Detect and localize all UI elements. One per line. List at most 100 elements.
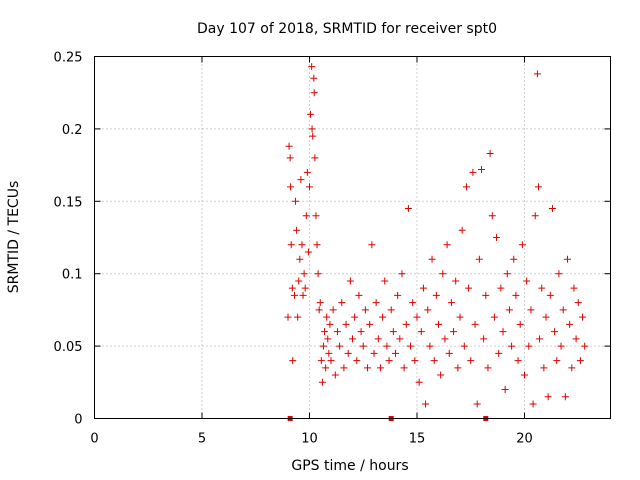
data-point xyxy=(523,277,531,285)
data-point xyxy=(437,371,445,379)
data-point xyxy=(525,342,533,350)
data-point xyxy=(387,306,395,314)
data-point xyxy=(462,183,470,191)
data-point xyxy=(533,70,541,78)
data-point xyxy=(505,306,513,314)
data-point xyxy=(475,255,483,263)
data-points xyxy=(284,63,589,421)
data-point xyxy=(570,284,578,292)
data-point xyxy=(288,284,296,292)
data-point xyxy=(301,284,309,292)
data-point xyxy=(308,125,316,133)
data-point xyxy=(357,328,365,336)
data-point xyxy=(319,342,327,350)
data-point xyxy=(293,226,301,234)
data-point xyxy=(430,357,438,365)
x-axis-title: GPS time / hours xyxy=(291,458,408,474)
data-point xyxy=(484,364,492,372)
data-point xyxy=(292,197,300,205)
data-point xyxy=(527,306,535,314)
data-point xyxy=(559,306,567,314)
data-point xyxy=(299,291,307,299)
data-point xyxy=(518,241,526,249)
data-point xyxy=(407,342,415,350)
data-point xyxy=(493,234,501,241)
data-point xyxy=(510,255,518,263)
data-point xyxy=(312,212,320,220)
data-point xyxy=(295,277,303,285)
data-point xyxy=(324,335,332,343)
data-point xyxy=(331,371,339,379)
data-point xyxy=(458,226,466,234)
data-point xyxy=(561,393,569,401)
data-point xyxy=(473,400,481,408)
data-point xyxy=(323,313,331,321)
data-point xyxy=(309,132,317,140)
data-point xyxy=(318,378,326,386)
data-point xyxy=(417,328,425,336)
data-point xyxy=(521,371,528,379)
data-point xyxy=(540,364,548,372)
data-point xyxy=(379,313,387,321)
plot-frame xyxy=(94,56,611,419)
data-point xyxy=(287,241,295,249)
data-point xyxy=(317,357,325,365)
data-point xyxy=(321,328,329,336)
data-point xyxy=(555,270,563,278)
data-point xyxy=(469,168,477,176)
data-point xyxy=(419,284,427,292)
data-point xyxy=(422,400,430,408)
data-point xyxy=(424,306,432,314)
data-point xyxy=(514,357,522,365)
x-tick-label: 15 xyxy=(409,432,426,447)
data-point xyxy=(385,357,393,365)
data-point xyxy=(499,328,507,336)
data-point xyxy=(452,277,460,285)
data-point xyxy=(490,313,498,321)
data-point xyxy=(542,313,550,321)
x-tick-label: 0 xyxy=(90,432,98,447)
data-point xyxy=(439,270,447,278)
data-point xyxy=(508,342,516,350)
y-tick-label: 0 xyxy=(74,413,82,428)
y-tick-labels: 0 0.05 0.1 0.15 0.2 0.25 xyxy=(54,51,83,428)
data-point xyxy=(310,89,318,97)
data-point xyxy=(450,328,458,336)
data-point xyxy=(364,364,372,372)
data-point xyxy=(296,255,304,263)
data-point xyxy=(289,357,297,365)
data-point xyxy=(297,176,305,184)
data-point xyxy=(471,320,479,328)
data-point xyxy=(336,342,344,350)
x-tick-label: 5 xyxy=(198,432,206,447)
data-point xyxy=(322,364,330,372)
data-point xyxy=(366,320,374,328)
data-point xyxy=(298,241,306,249)
data-point xyxy=(579,313,587,321)
data-point xyxy=(310,74,318,82)
data-point xyxy=(333,328,341,336)
data-point xyxy=(415,378,423,386)
data-point xyxy=(383,342,391,350)
data-point xyxy=(428,255,436,263)
data-point xyxy=(340,364,348,372)
data-point xyxy=(353,357,361,365)
data-point xyxy=(359,342,367,350)
data-point xyxy=(404,205,412,213)
data-point xyxy=(576,357,584,365)
data-point xyxy=(392,349,399,357)
data-point xyxy=(546,291,554,299)
data-point xyxy=(413,313,421,321)
data-point xyxy=(398,270,406,278)
axis-ticks xyxy=(94,56,611,419)
x-tick-label: 20 xyxy=(516,432,533,447)
data-point xyxy=(465,284,473,292)
data-point xyxy=(544,393,552,401)
data-point xyxy=(394,291,402,299)
data-point xyxy=(308,63,316,71)
data-point xyxy=(557,342,565,350)
data-point xyxy=(482,291,490,299)
data-point xyxy=(338,299,346,307)
x-tick-labels: 0 5 10 15 20 xyxy=(90,432,532,447)
data-point xyxy=(480,335,488,343)
